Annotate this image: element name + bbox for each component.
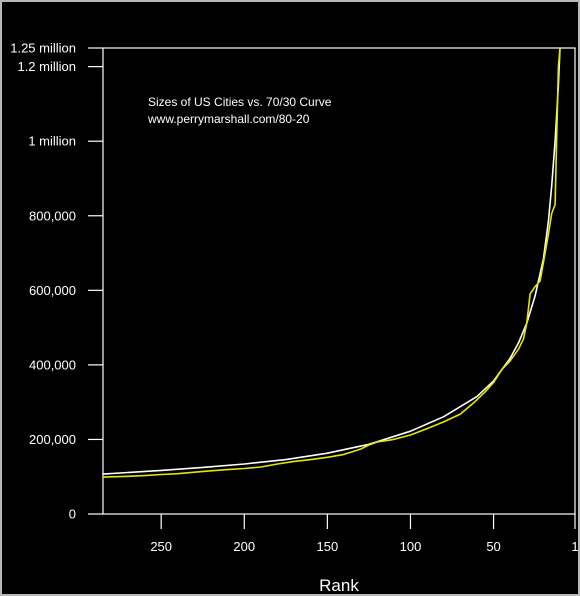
y-tick-label: 800,000 — [29, 208, 76, 223]
x-tick-label: 100 — [400, 539, 422, 554]
x-tick-label: 200 — [233, 539, 255, 554]
series-layer — [102, 47, 561, 478]
y-tick-label: 600,000 — [29, 283, 76, 298]
plot-area — [102, 47, 576, 515]
x-tick-label: 50 — [486, 539, 500, 554]
y-tick-label: 200,000 — [29, 432, 76, 447]
x-axis: 250 200 150 100 50 1 — [150, 514, 578, 554]
y-tick-label: 1.2 million — [17, 59, 76, 74]
x-axis-title: Rank — [319, 576, 359, 594]
y-tick-label: 0 — [69, 507, 76, 522]
y-tick-label: 1 million — [28, 134, 76, 149]
chart-subtitle: www.perrymarshall.com/80-20 — [147, 112, 310, 126]
x-tick-label: 1 — [571, 539, 578, 554]
chart-title: Sizes of US Cities vs. 70/30 Curve — [148, 95, 332, 109]
y-axis: 0 200,000 400,000 600,000 800,000 1 million 1.… — [10, 41, 103, 522]
x-tick-label: 250 — [150, 539, 172, 554]
curve-70-30-line — [102, 47, 561, 475]
x-tick-label: 150 — [317, 539, 339, 554]
y-tick-label: 1.25 million — [10, 41, 76, 56]
us-city-size-line — [102, 47, 561, 478]
y-tick-label: 400,000 — [29, 357, 76, 372]
